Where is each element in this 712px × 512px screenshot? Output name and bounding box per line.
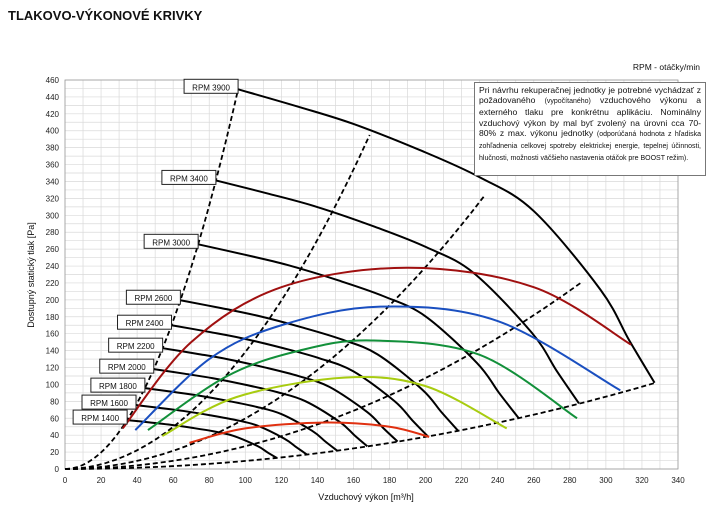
- note-text-2: vzduchového výkonu a externého tlaku pre…: [479, 95, 702, 138]
- y-tick-label: 240: [46, 262, 60, 271]
- y-tick-label: 80: [50, 397, 59, 406]
- x-tick-label: 100: [239, 476, 253, 485]
- rpm-label-box: [143, 233, 199, 249]
- x-tick-label: 40: [133, 476, 142, 485]
- rpm-label: RPM 2600: [134, 294, 172, 303]
- legend-note: RPM - otáčky/min: [633, 62, 700, 72]
- y-tick-label: 160: [46, 330, 60, 339]
- fan-curve-rpm-2600: [180, 299, 459, 432]
- x-tick-label: 180: [383, 476, 397, 485]
- fan-curve-rpm-1400: [127, 419, 278, 459]
- rpm-label: RPM 1800: [99, 382, 137, 391]
- curve-orange-red: [189, 421, 430, 444]
- y-tick-label: 300: [46, 211, 60, 220]
- y-axis-label: Dostupný statický tlak [Pa]: [26, 222, 36, 328]
- x-tick-label: 0: [63, 476, 68, 485]
- y-tick-label: 200: [46, 296, 60, 305]
- curve-dark-red: [121, 266, 632, 430]
- y-tick-label: 360: [46, 161, 60, 170]
- rpm-label: RPM 1600: [90, 399, 128, 408]
- y-tick-label: 60: [50, 414, 59, 423]
- rpm-label: RPM 2400: [126, 319, 164, 328]
- note-text: Pri návrhu rekuperačnej jednotky je potr…: [479, 85, 701, 106]
- y-tick-label: 40: [50, 431, 59, 440]
- x-tick-label: 20: [97, 476, 106, 485]
- x-tick-label: 200: [419, 476, 433, 485]
- y-tick-label: 400: [46, 127, 60, 136]
- fan-curve-rpm-3000: [197, 243, 520, 419]
- x-tick-label: 340: [671, 476, 685, 485]
- fan-curve-rpm-2200: [162, 347, 399, 443]
- y-tick-label: 20: [50, 448, 59, 457]
- y-tick-label: 340: [46, 177, 60, 186]
- x-tick-label: 240: [491, 476, 505, 485]
- y-tick-label: 140: [46, 347, 60, 356]
- fan-curve-rpm-3400: [215, 179, 580, 405]
- fan-curve-rpm-1800: [144, 387, 338, 452]
- rpm-label: RPM 2000: [108, 363, 146, 372]
- y-tick-label: 320: [46, 194, 60, 203]
- y-tick-label: 120: [46, 364, 60, 373]
- info-note: Pri návrhu rekuperačnej jednotky je potr…: [474, 82, 706, 176]
- system-curve-dashed: [64, 194, 486, 470]
- rpm-label-box: [183, 78, 239, 94]
- rpm-label-box: [125, 289, 181, 305]
- y-tick-label: 100: [46, 380, 60, 389]
- curve-green: [147, 339, 578, 431]
- rpm-label-box: [72, 409, 128, 425]
- x-tick-label: 220: [455, 476, 469, 485]
- x-tick-label: 300: [599, 476, 613, 485]
- x-tick-label: 140: [311, 476, 325, 485]
- y-tick-label: 280: [46, 228, 60, 237]
- x-tick-label: 260: [527, 476, 541, 485]
- curve-yellow-green: [161, 376, 508, 437]
- y-tick-label: 180: [46, 313, 60, 322]
- y-tick-label: 440: [46, 93, 60, 102]
- x-tick-label: 280: [563, 476, 577, 485]
- chart-title: TLAKOVO-VÝKONOVÉ KRIVKY: [8, 8, 203, 23]
- note-small-text: (vypočítaného): [544, 98, 591, 106]
- x-axis-label: Vzduchový výkon [m³/h]: [318, 492, 414, 502]
- y-tick-label: 460: [46, 76, 60, 85]
- fan-curve-rpm-2000: [153, 368, 368, 448]
- curve-blue: [134, 305, 621, 431]
- x-tick-label: 60: [169, 476, 178, 485]
- rpm-label-box: [81, 394, 137, 410]
- plot-area: [64, 79, 679, 470]
- x-tick-label: 120: [275, 476, 289, 485]
- rpm-label-box: [161, 169, 217, 185]
- fan-curve-rpm-2400: [171, 324, 429, 438]
- rpm-label-box: [90, 377, 146, 393]
- rpm-label: RPM 1400: [81, 414, 119, 423]
- rpm-label: RPM 2200: [117, 342, 155, 351]
- x-tick-label: 320: [635, 476, 649, 485]
- rpm-label: RPM 3400: [170, 174, 208, 183]
- y-tick-label: 220: [46, 279, 60, 288]
- system-curve-dashed: [64, 382, 655, 470]
- y-tick-label: 420: [46, 110, 60, 119]
- fan-curve-rpm-1600: [135, 404, 308, 456]
- y-tick-label: 0: [55, 465, 60, 474]
- rpm-label-box: [99, 358, 155, 374]
- system-curve-dashed: [64, 89, 239, 470]
- rpm-label: RPM 3900: [192, 83, 230, 92]
- note-small-text-2: (odporúčaná hodnota z hľadiska zohľadnen…: [479, 130, 701, 163]
- rpm-label-box: [108, 337, 164, 353]
- rpm-label: RPM 3000: [152, 238, 190, 247]
- x-tick-label: 160: [347, 476, 361, 485]
- x-tick-label: 80: [205, 476, 214, 485]
- fan-curve-rpm-3900: [237, 88, 656, 384]
- y-tick-label: 260: [46, 245, 60, 254]
- y-tick-label: 380: [46, 144, 60, 153]
- rpm-label-box: [117, 314, 173, 330]
- system-curve-dashed: [64, 134, 371, 470]
